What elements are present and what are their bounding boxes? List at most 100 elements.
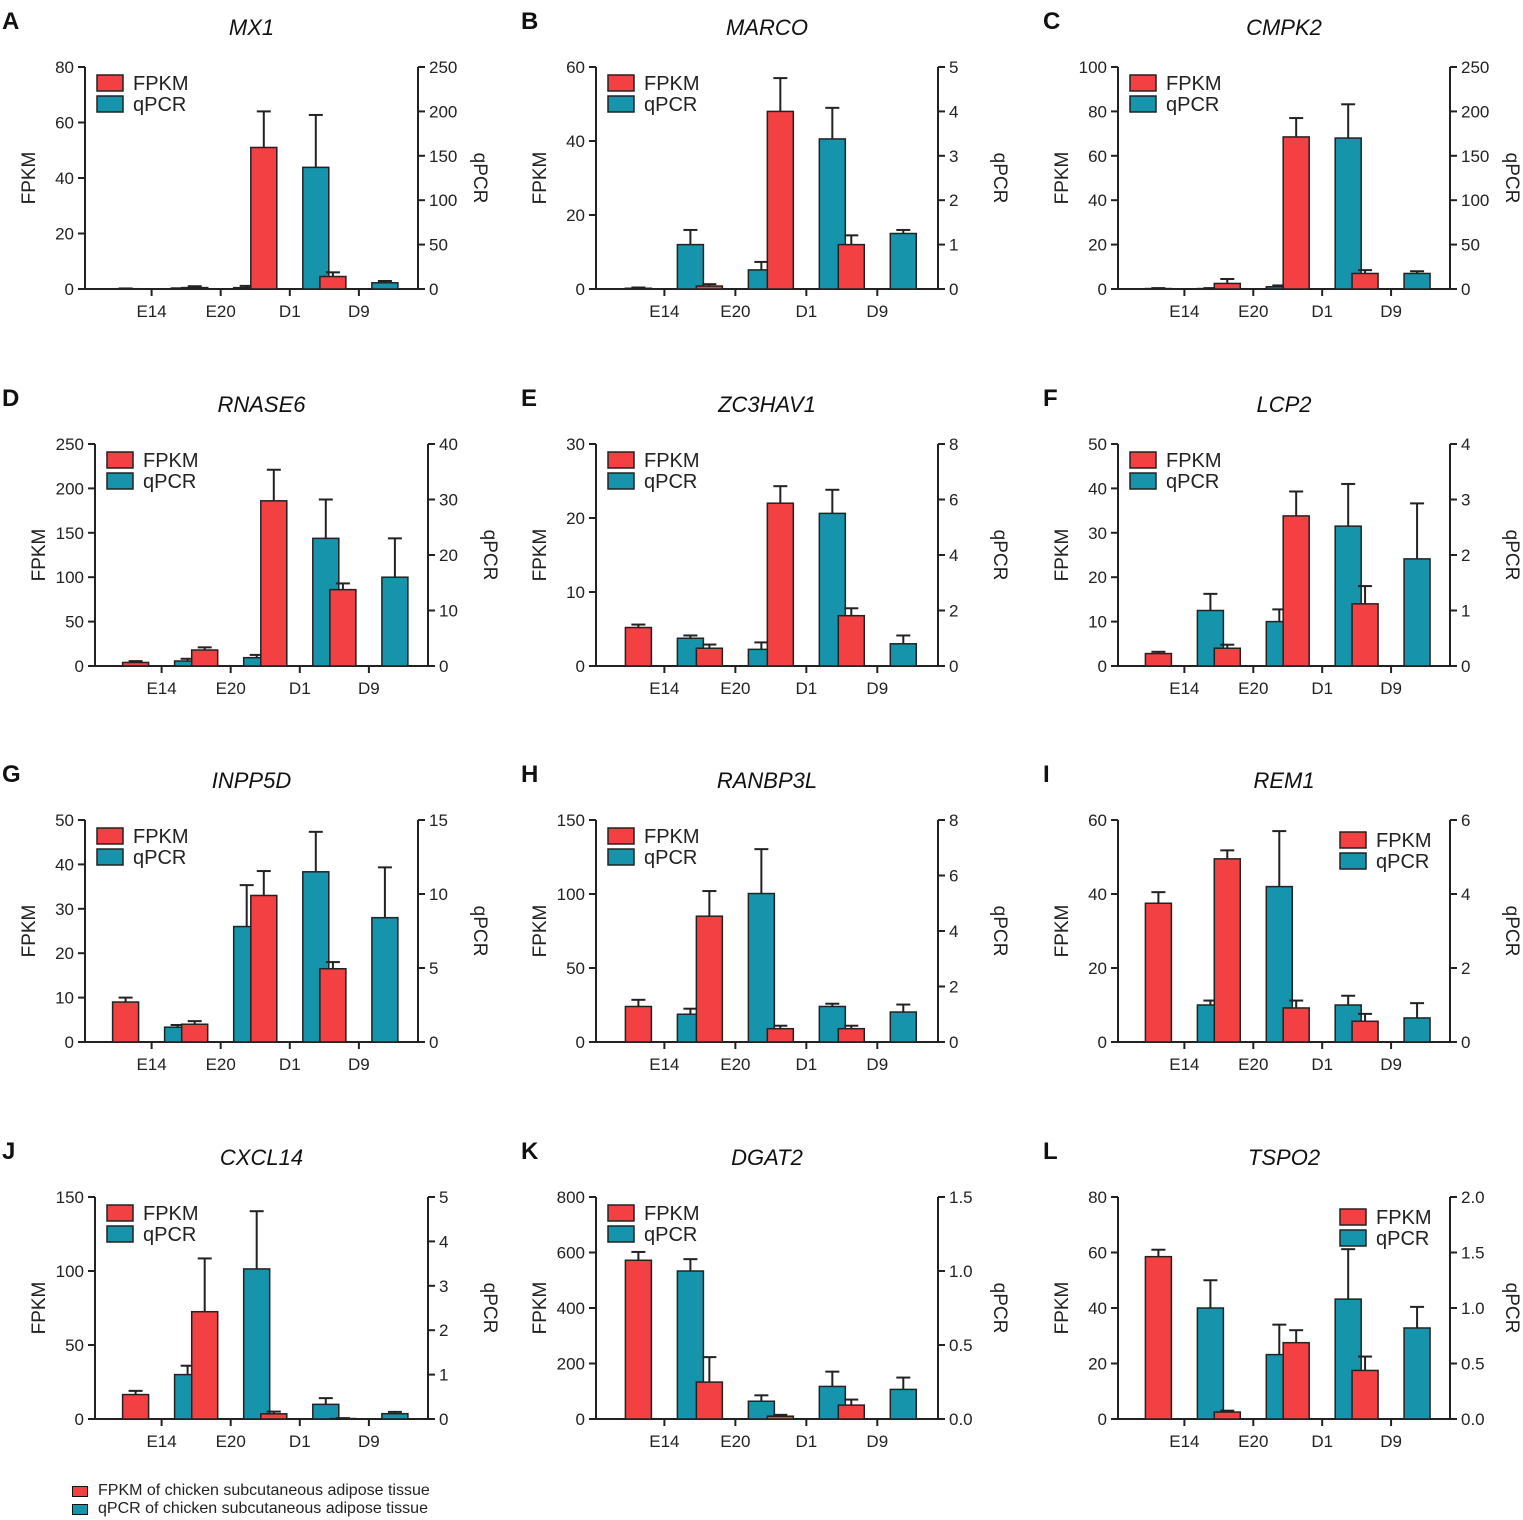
left-tick-label: 20 xyxy=(1088,568,1107,587)
right-tick-label: 10 xyxy=(439,602,458,621)
bar-qpcr-D9 xyxy=(1403,1327,1431,1420)
left-tick-label: 0 xyxy=(75,657,84,676)
bar-qpcr-D1 xyxy=(1334,137,1362,290)
left-tick-label: 0 xyxy=(576,657,585,676)
bar-fpkm-D9 xyxy=(837,243,866,290)
legend-swatch-qpcr xyxy=(607,95,635,113)
bar-fpkm-E20 xyxy=(180,1023,209,1043)
right-axis-label: qPCR xyxy=(1501,153,1522,204)
legend-label-fpkm: FPKM xyxy=(644,73,700,95)
panel-letter-B: B xyxy=(521,8,538,35)
left-tick-label: 40 xyxy=(55,855,74,874)
bar-qpcr-D9 xyxy=(371,916,399,1043)
bar-fpkm-E20 xyxy=(695,915,724,1043)
footer-qpcr-swatch xyxy=(72,1503,88,1515)
legend-swatch-fpkm xyxy=(1339,1208,1367,1226)
x-tick-label: E14 xyxy=(146,1432,176,1451)
bar-fpkm-D1 xyxy=(250,894,278,1043)
bar-fpkm-D1 xyxy=(766,110,795,290)
left-tick-label: 40 xyxy=(1088,1299,1107,1318)
right-tick-label: 10 xyxy=(429,885,448,904)
legend-label-qpcr: qPCR xyxy=(1376,851,1429,873)
legend-swatch-qpcr xyxy=(1339,1229,1367,1247)
left-tick-label: 20 xyxy=(566,509,585,528)
bar-qpcr-E14 xyxy=(676,243,705,290)
bar-fpkm-E20 xyxy=(180,286,209,290)
bar-fpkm-D9 xyxy=(319,967,347,1043)
legend-swatch-qpcr xyxy=(106,1225,134,1243)
right-tick-label: 3 xyxy=(1461,491,1470,510)
right-tick-label: 5 xyxy=(429,959,438,978)
bar-fpkm-E14 xyxy=(111,1001,140,1043)
right-tick-label: 1 xyxy=(949,236,958,255)
bar-fpkm-D1 xyxy=(1282,515,1310,667)
x-tick-label: D9 xyxy=(866,1432,888,1451)
right-axis-label: qPCR xyxy=(1501,906,1522,957)
x-tick-label: E14 xyxy=(1169,1055,1199,1074)
left-tick-label: 150 xyxy=(557,811,585,830)
left-tick-label: 0 xyxy=(1098,657,1107,676)
left-tick-label: 100 xyxy=(557,885,585,904)
left-tick-label: 400 xyxy=(557,1299,585,1318)
bar-fpkm-D1 xyxy=(250,146,278,290)
bar-fpkm-D1 xyxy=(766,1415,795,1420)
right-tick-label: 30 xyxy=(439,491,458,510)
right-tick-label: 50 xyxy=(1461,236,1480,255)
right-tick-label: 0 xyxy=(1461,657,1470,676)
right-tick-label: 6 xyxy=(949,867,958,886)
footer-legend-qpcr: qPCR of chicken subcutaneous adipose tis… xyxy=(72,1500,430,1518)
bar-qpcr-D9 xyxy=(889,232,918,290)
x-tick-label: E20 xyxy=(206,1055,236,1074)
right-tick-label: 1 xyxy=(1461,602,1470,621)
left-tick-label: 0 xyxy=(1098,1410,1107,1429)
panel-title-E: ZC3HAV1 xyxy=(717,392,816,417)
bar-fpkm-D1 xyxy=(1282,1341,1310,1420)
panel-letter-H: H xyxy=(521,761,538,788)
legend-label-fpkm: FPKM xyxy=(644,450,700,472)
left-axis-label: FPKM xyxy=(1052,905,1073,958)
left-tick-label: 20 xyxy=(55,944,74,963)
x-tick-label: D1 xyxy=(1311,1055,1333,1074)
right-axis-label: qPCR xyxy=(1501,530,1522,581)
x-tick-label: E14 xyxy=(1169,679,1199,698)
legend-swatch-fpkm xyxy=(1129,451,1157,469)
x-tick-label: D9 xyxy=(1380,1432,1402,1451)
right-tick-label: 5 xyxy=(949,58,958,77)
right-tick-label: 0 xyxy=(429,1033,438,1052)
right-tick-label: 100 xyxy=(429,191,457,210)
bar-fpkm-D9 xyxy=(1351,1020,1379,1043)
left-tick-label: 40 xyxy=(55,169,74,188)
left-tick-label: 40 xyxy=(566,132,585,151)
legend-label-qpcr: qPCR xyxy=(1376,1228,1429,1250)
bar-fpkm-E14 xyxy=(111,287,140,290)
panel-title-J: CXCL14 xyxy=(220,1145,303,1170)
bar-fpkm-D1 xyxy=(766,502,795,667)
left-tick-label: 60 xyxy=(566,58,585,77)
left-tick-label: 250 xyxy=(56,435,84,454)
panel-title-H: RANBP3L xyxy=(717,768,817,793)
legend-swatch-fpkm xyxy=(1339,831,1367,849)
left-tick-label: 80 xyxy=(1088,1188,1107,1207)
x-tick-label: D9 xyxy=(866,1055,888,1074)
legend-swatch-fpkm xyxy=(607,1204,635,1222)
left-tick-label: 0 xyxy=(65,280,74,299)
right-tick-label: 4 xyxy=(949,102,958,121)
x-tick-label: E20 xyxy=(720,1432,750,1451)
legend-label-qpcr: qPCR xyxy=(143,471,196,493)
right-tick-label: 150 xyxy=(429,147,457,166)
x-tick-label: E14 xyxy=(649,1432,679,1451)
right-axis-label: qPCR xyxy=(469,153,490,204)
bar-fpkm-D1 xyxy=(260,1413,288,1420)
right-tick-label: 20 xyxy=(439,546,458,565)
right-tick-label: 0 xyxy=(429,280,438,299)
left-tick-label: 30 xyxy=(566,435,585,454)
bar-fpkm-E20 xyxy=(190,649,219,667)
left-tick-label: 50 xyxy=(65,613,84,632)
right-tick-label: 6 xyxy=(949,491,958,510)
x-tick-label: D9 xyxy=(866,302,888,321)
right-tick-label: 4 xyxy=(439,1232,448,1251)
x-tick-label: D9 xyxy=(348,1055,370,1074)
